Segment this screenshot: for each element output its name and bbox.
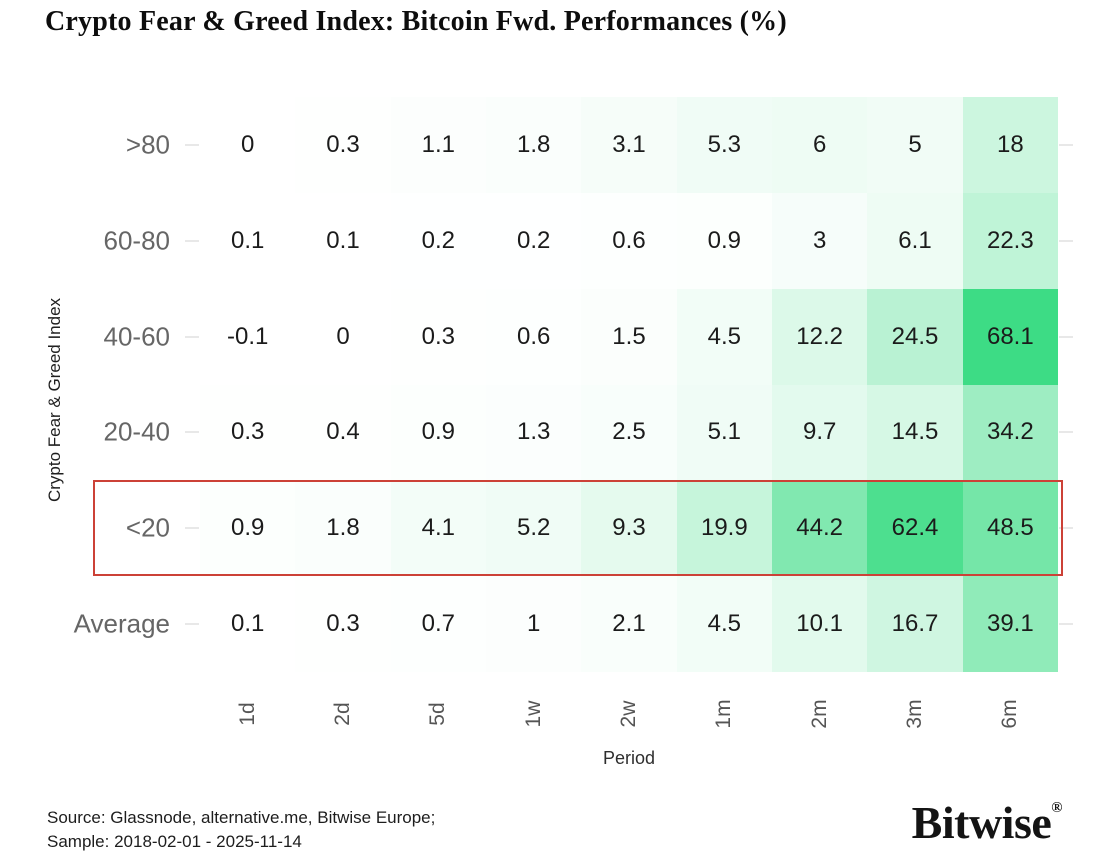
heatmap-cell: 6.1	[867, 192, 963, 289]
x-axis-label: 6m	[998, 699, 1022, 729]
heatmap-cell: 0.3	[200, 384, 296, 481]
x-axis-label: 1w	[521, 700, 545, 728]
heatmap-cell: 2.5	[581, 384, 677, 481]
heatmap-cell: 1.8	[295, 480, 391, 577]
heatmap-cell: 10.1	[772, 576, 868, 672]
heatmap-cell: 22.3	[962, 192, 1058, 289]
heatmap-cell: 16.7	[867, 576, 963, 672]
axis-tick	[185, 623, 199, 626]
x-axis-label: 2d	[331, 702, 354, 726]
heatmap-cell: 0.3	[295, 576, 391, 672]
heatmap-cell: 1.1	[390, 97, 486, 193]
heatmap-cell: 0.9	[390, 384, 486, 481]
heatmap-cell: 1.8	[486, 97, 582, 193]
heatmap-cell: 1	[486, 576, 582, 672]
heatmap-cell: 0	[200, 97, 296, 193]
y-axis-label: <20	[125, 512, 170, 543]
heatmap-cell: 0.9	[676, 192, 772, 289]
chart-title: Crypto Fear & Greed Index: Bitcoin Fwd. …	[45, 6, 787, 37]
heatmap-cell: 0.2	[486, 192, 582, 289]
axis-tick	[1059, 431, 1073, 434]
heatmap-cell: 62.4	[867, 480, 963, 577]
axis-tick	[185, 143, 199, 146]
axis-tick	[1059, 527, 1073, 530]
heatmap-cell: -0.1	[200, 288, 296, 385]
y-axis-label: 40-60	[103, 321, 171, 352]
heatmap-cell: 0.3	[295, 97, 391, 193]
heatmap-cell: 4.5	[676, 576, 772, 672]
heatmap-cell: 3	[772, 192, 868, 289]
heatmap-cell: 9.7	[772, 384, 868, 481]
heatmap-cell: 2.1	[581, 576, 677, 672]
axis-tick	[1059, 239, 1073, 242]
y-axis-label: Average	[73, 608, 170, 639]
heatmap-cell: 0.6	[486, 288, 582, 385]
heatmap-cell: 12.2	[772, 288, 868, 385]
heatmap-cell: 68.1	[962, 288, 1058, 385]
heatmap-cell: 39.1	[962, 576, 1058, 672]
bitwise-logo: Bitwise®	[911, 796, 1063, 849]
x-axis-label: 1d	[235, 702, 259, 726]
heatmap-cell: 0.1	[200, 192, 296, 289]
heatmap-cell: 0.1	[295, 192, 391, 289]
heatmap-cell: 48.5	[962, 480, 1058, 577]
heatmap-grid: 0 0.3 1.1 1.8 3.1 5.3 6 5 18 0.1 0.1 0.2 0.2 0.6 0.9 3 6…	[200, 97, 1058, 672]
heatmap-cell: 0.2	[390, 192, 486, 289]
heatmap-cell: 4.1	[390, 480, 486, 577]
footer-sample-line: Sample: 2018-02-01 - 2025-11-14	[47, 832, 302, 852]
heatmap-cell: 5	[867, 97, 963, 193]
bitwise-logo-text: Bitwise	[911, 797, 1052, 848]
heatmap-cell: 0	[295, 288, 391, 385]
heatmap-cell: 0.4	[295, 384, 391, 481]
heatmap-cell: 6	[772, 97, 868, 193]
axis-tick	[1059, 623, 1073, 626]
x-axis-label: 1m	[712, 699, 736, 729]
y-axis-label: 60-80	[103, 225, 171, 256]
heatmap-cell: 0.9	[200, 480, 296, 577]
heatmap-cell: 4.5	[676, 288, 772, 385]
heatmap-cell: 44.2	[772, 480, 868, 577]
axis-tick	[185, 239, 199, 242]
heatmap-cell: 9.3	[581, 480, 677, 577]
heatmap-cell: 19.9	[676, 480, 772, 577]
axis-tick	[185, 431, 199, 434]
heatmap-cell: 0.7	[390, 576, 486, 672]
y-axis-label: >80	[125, 129, 170, 160]
x-axis-label: 5d	[426, 702, 450, 726]
heatmap-cell: 0.6	[581, 192, 677, 289]
heatmap-cell: 0.1	[200, 576, 296, 672]
heatmap-cell: 5.3	[676, 97, 772, 193]
x-axis-label: 2m	[807, 699, 831, 729]
heatmap-cell: 14.5	[867, 384, 963, 481]
footer-note: Source: Glassnode, alternative.me, Bitwi…	[47, 806, 435, 854]
heatmap-cell: 18	[962, 97, 1058, 193]
heatmap-cell: 0.3	[390, 288, 486, 385]
x-axis-label: 3m	[903, 699, 926, 729]
heatmap-cell: 34.2	[962, 384, 1058, 481]
y-axis-label: 20-40	[103, 416, 171, 447]
heatmap-cell: 5.1	[676, 384, 772, 481]
x-axis-label: 2w	[617, 700, 640, 728]
x-axis-title: Period	[602, 748, 656, 768]
axis-tick	[185, 527, 199, 530]
registered-trademark-icon: ®	[1051, 800, 1062, 816]
heatmap-cell: 5.2	[486, 480, 582, 577]
heatmap-cell: 1.3	[486, 384, 582, 481]
footer-source-line: Source: Glassnode, alternative.me, Bitwi…	[47, 808, 436, 827]
heatmap-cell: 3.1	[581, 97, 677, 193]
axis-tick	[1059, 143, 1073, 146]
axis-tick	[1059, 335, 1073, 338]
y-axis-title: Crypto Fear & Greed Index	[45, 297, 64, 503]
axis-tick	[185, 335, 199, 338]
heatmap-cell: 1.5	[581, 288, 677, 385]
heatmap-cell: 24.5	[867, 288, 963, 385]
